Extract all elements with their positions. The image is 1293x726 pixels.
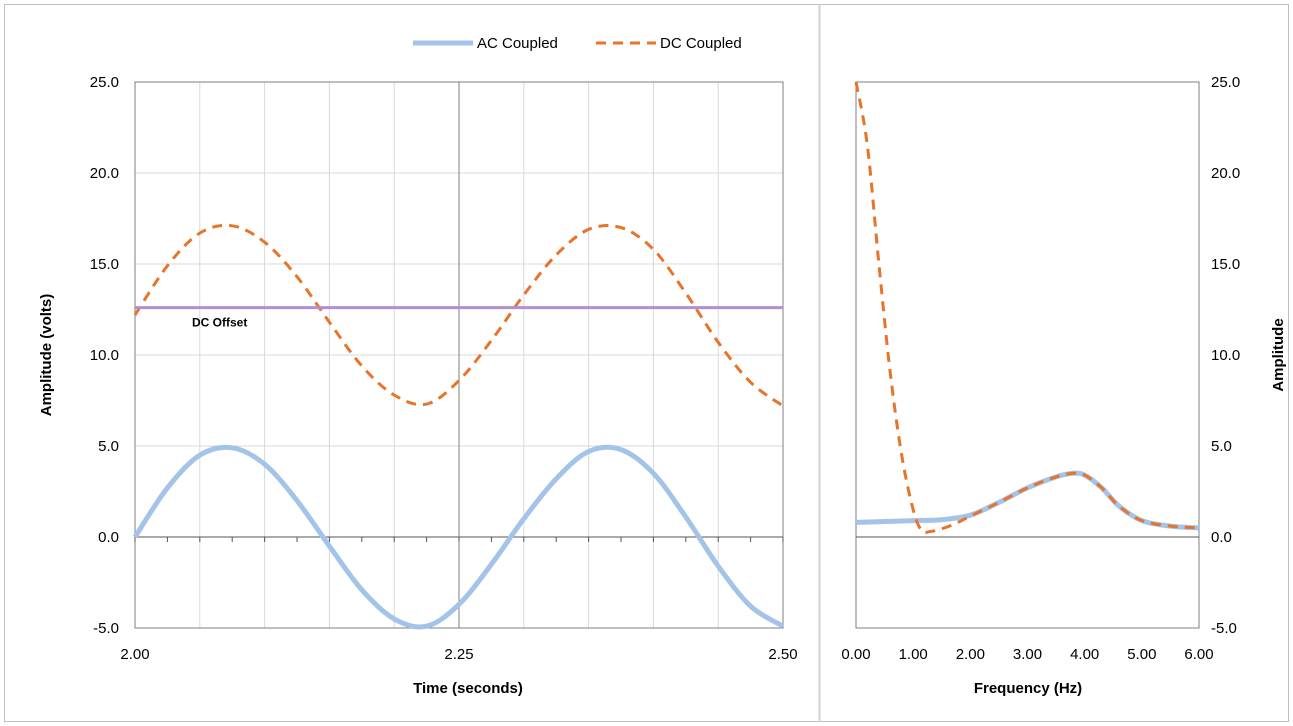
time-labels: -5.0 0.0 5.0 10.0 15.0 20.0 25.0 2.00 2.25 2.50 DC… — [90, 74, 798, 663]
chart-frame — [4, 4, 1289, 722]
frequency-y-tick-label: -5.0 — [1211, 620, 1237, 637]
frequency-y-tick-label: 20.0 — [1211, 165, 1240, 182]
time-axes — [134, 81, 784, 629]
time-y-tick-label: 20.0 — [90, 165, 119, 182]
frequency-x-tick-label: 2.00 — [956, 646, 985, 663]
time-y-tick-label: 0.0 — [98, 529, 119, 546]
time-x-tick-label: 2.00 — [120, 646, 149, 663]
time-y-tick-label: 5.0 — [98, 438, 119, 455]
frequency-axes — [855, 81, 1200, 629]
time-y-tick-label: 25.0 — [90, 74, 119, 91]
frequency-series-ac-coupled-line — [855, 470, 1200, 531]
frequency-series-dc-coupled-line — [854, 81, 1200, 535]
legend-label-dc-coupled: DC Coupled — [660, 35, 742, 52]
time-series-ac-coupled-line — [132, 444, 785, 630]
frequency-y-tick-label: 15.0 — [1211, 256, 1240, 273]
legend-label-ac-coupled: AC Coupled — [477, 35, 558, 52]
legend: AC Coupled DC Coupled — [413, 35, 742, 52]
frequency-y-tick-label: 25.0 — [1211, 74, 1240, 91]
frequency-plot-border — [855, 81, 1200, 629]
time-x-tick-label: 2.25 — [444, 646, 473, 663]
frequency-y-tick-label: 5.0 — [1211, 438, 1232, 455]
frequency-x-tick-label: 5.00 — [1127, 646, 1156, 663]
frequency-x-tick-label: 6.00 — [1184, 646, 1213, 663]
frequency-x-axis-title: Frequency (Hz) — [974, 680, 1082, 697]
time-x-axis-title: Time (seconds) — [413, 680, 523, 697]
frequency-y-tick-label: 0.0 — [1211, 529, 1232, 546]
time-series — [132, 223, 785, 630]
dc-offset-annotation: DC Offset — [192, 316, 247, 330]
frequency-x-tick-label: 3.00 — [1013, 646, 1042, 663]
time-y-axis-title: Amplitude (volts) — [38, 294, 55, 417]
time-y-tick-label: -5.0 — [93, 620, 119, 637]
time-y-tick-label: 10.0 — [90, 347, 119, 364]
frequency-y-tick-label: 10.0 — [1211, 347, 1240, 364]
frequency-labels: -5.0 0.0 5.0 10.0 15.0 20.0 25.0 0.00 1.00 2.00 3.… — [841, 74, 1240, 663]
frequency-y-axis-title: Amplitude — [1270, 318, 1287, 391]
time-x-tick-label: 2.50 — [768, 646, 797, 663]
frequency-series — [854, 81, 1200, 535]
frequency-x-tick-label: 1.00 — [899, 646, 928, 663]
frequency-x-tick-label: 0.00 — [841, 646, 870, 663]
frequency-x-tick-label: 4.00 — [1070, 646, 1099, 663]
time-y-tick-label: 15.0 — [90, 256, 119, 273]
